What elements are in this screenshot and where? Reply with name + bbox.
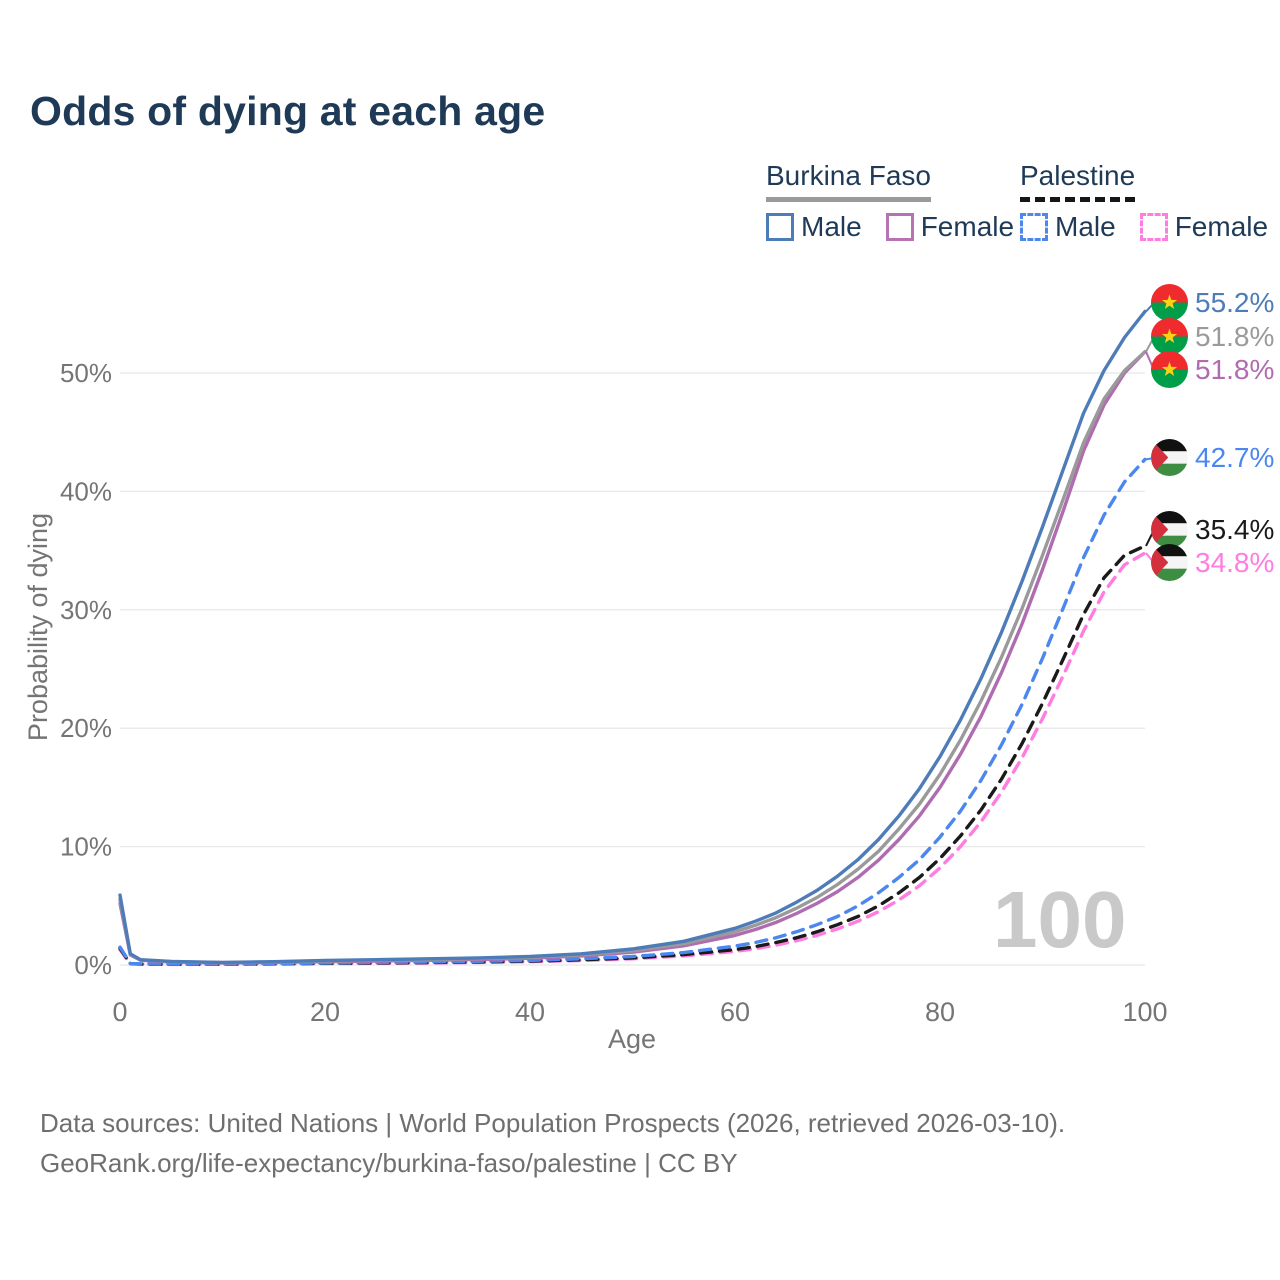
y-tick-label: 30%	[60, 595, 112, 625]
dashed-blue-swatch-icon	[1020, 213, 1048, 241]
y-tick-label: 20%	[60, 713, 112, 743]
solid-blue-swatch-icon	[766, 213, 794, 241]
x-tick-label: 80	[925, 997, 955, 1027]
end-label-bf-male: 55.2%	[1151, 284, 1274, 321]
series-line-ps-male[interactable]	[118, 457, 1147, 966]
y-axis-tick-labels: 0% 10% 20% 30% 40% 50%	[60, 358, 112, 980]
y-tick-label: 10%	[60, 832, 112, 862]
x-axis-tick-labels: 0 20 40 60 80 100	[112, 997, 1167, 1027]
x-tick-label: 60	[720, 997, 750, 1027]
end-label-bf-all: 51.8%	[1151, 318, 1274, 355]
legend-item-burkina-faso-female[interactable]: Female	[885, 211, 1015, 243]
legend-group-palestine: Palestine Male Female	[1020, 160, 1268, 243]
palestine-flag-icon	[1151, 544, 1188, 581]
end-label-ps-all: 35.4%	[1151, 511, 1274, 548]
legend-item-label: Female	[920, 211, 1015, 242]
burkina-faso-flag-icon	[1151, 284, 1188, 321]
y-tick-label: 40%	[60, 476, 112, 506]
burkina-faso-flag-icon	[1151, 351, 1188, 388]
end-label-value: 35.4%	[1195, 513, 1275, 545]
hover-age-watermark: 100	[993, 875, 1127, 964]
end-label-value: 51.8%	[1195, 353, 1275, 385]
end-label-value: 42.7%	[1195, 441, 1275, 473]
end-label-ps-male: 42.7%	[1151, 439, 1274, 476]
y-tick-label: 0%	[74, 950, 112, 980]
legend-heading-burkina-faso[interactable]: Burkina Faso	[766, 160, 931, 202]
palestine-flag-icon	[1151, 439, 1188, 476]
x-tick-label: 40	[515, 997, 545, 1027]
legend-item-burkina-faso-male[interactable]: Male	[766, 211, 862, 243]
end-label-value: 51.8%	[1195, 320, 1275, 352]
legend-group-burkina-faso: Burkina Faso Male Female	[766, 160, 1014, 243]
series-line-bf-male[interactable]	[118, 309, 1147, 965]
end-label-value: 55.2%	[1195, 286, 1275, 318]
end-label-ps-female: 34.8%	[1151, 544, 1274, 581]
palestine-flag-icon	[1151, 511, 1188, 548]
series-line-ps-all[interactable]	[118, 544, 1147, 966]
gridlines	[120, 372, 1145, 966]
legend-item-palestine-male[interactable]: Male	[1020, 211, 1116, 243]
footer-attribution: GeoRank.org/life-expectancy/burkina-faso…	[40, 1148, 738, 1178]
x-tick-label: 20	[310, 997, 340, 1027]
legend-heading-palestine[interactable]: Palestine	[1020, 160, 1136, 202]
solid-purple-swatch-icon	[885, 213, 914, 241]
end-label-bf-female: 51.8%	[1151, 351, 1274, 388]
legend-item-label: Female	[1174, 211, 1269, 242]
burkina-faso-flag-icon	[1151, 318, 1188, 355]
legend-item-label: Male	[801, 211, 862, 242]
chart-title: Odds of dying at each age	[30, 88, 546, 134]
legend-item-label: Male	[1055, 211, 1116, 242]
series-line-ps-female[interactable]	[118, 551, 1147, 967]
footer-data-sources: Data sources: United Nations | World Pop…	[40, 1108, 1066, 1138]
y-tick-label: 50%	[60, 358, 112, 388]
end-label-value: 34.8%	[1195, 546, 1275, 578]
x-tick-label: 100	[1122, 997, 1167, 1027]
legend-item-palestine-female[interactable]: Female	[1139, 211, 1269, 243]
dashed-pink-swatch-icon	[1139, 213, 1168, 241]
x-tick-label: 0	[112, 997, 127, 1027]
x-axis-title: Age	[608, 1024, 656, 1054]
series-lines	[118, 309, 1147, 967]
y-axis-title: Probability of dying	[23, 513, 53, 741]
